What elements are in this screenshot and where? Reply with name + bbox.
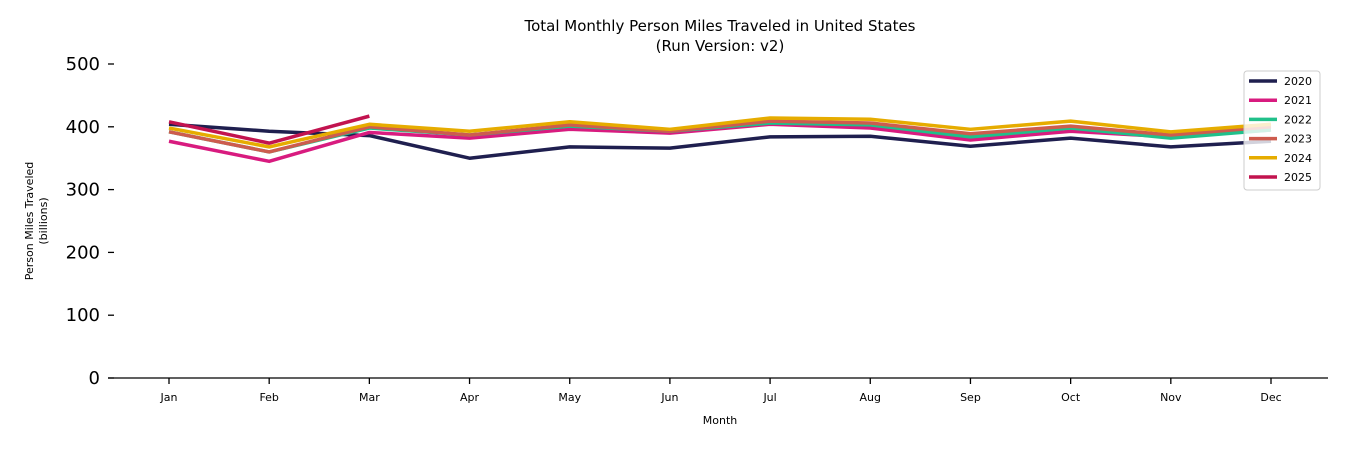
x-tick-label: Apr: [460, 391, 480, 404]
y-tick-label: 0: [89, 368, 100, 389]
x-tick-label: Jun: [660, 391, 678, 404]
legend: 2020 2021 2022 2023 2024 2025: [1243, 70, 1321, 191]
x-axis-label: Month: [703, 414, 738, 427]
x-tick-label: Jan: [160, 391, 178, 404]
series-line-2023: [168, 119, 1272, 154]
series-line-2025: [168, 114, 370, 145]
x-tick-label: Dec: [1260, 391, 1281, 404]
legend-label: 2023: [1284, 133, 1312, 146]
y-tick-label: 100: [66, 305, 100, 326]
series-line-2020: [168, 122, 1272, 160]
chart-subtitle: (Run Version: v2): [656, 37, 785, 55]
legend-label: 2020: [1284, 75, 1312, 88]
legend-label: 2022: [1284, 113, 1312, 126]
y-tick-label: 200: [66, 242, 100, 263]
x-tick-label: Nov: [1160, 391, 1182, 404]
legend-label: 2025: [1284, 171, 1312, 184]
y-tick-label: 400: [66, 117, 100, 138]
legend-label: 2021: [1284, 94, 1312, 107]
y-axis-unit: (billions): [37, 197, 50, 244]
y-tick-label: 500: [66, 54, 100, 75]
x-tick-label: Oct: [1061, 391, 1081, 404]
x-tick-label: Jul: [762, 391, 776, 404]
x-tick-label: Sep: [960, 391, 981, 404]
x-tick-label: Feb: [259, 391, 278, 404]
x-tick-label: May: [558, 391, 581, 404]
series-line-2024: [168, 116, 1272, 149]
x-tick-label: Mar: [359, 391, 380, 404]
y-axis-label: Person Miles Traveled: [23, 162, 36, 281]
y-tick-label: 300: [66, 180, 100, 201]
x-tick-label: Aug: [860, 391, 881, 404]
legend-label: 2024: [1284, 152, 1312, 165]
chart-title: Total Monthly Person Miles Traveled in U…: [523, 17, 915, 35]
